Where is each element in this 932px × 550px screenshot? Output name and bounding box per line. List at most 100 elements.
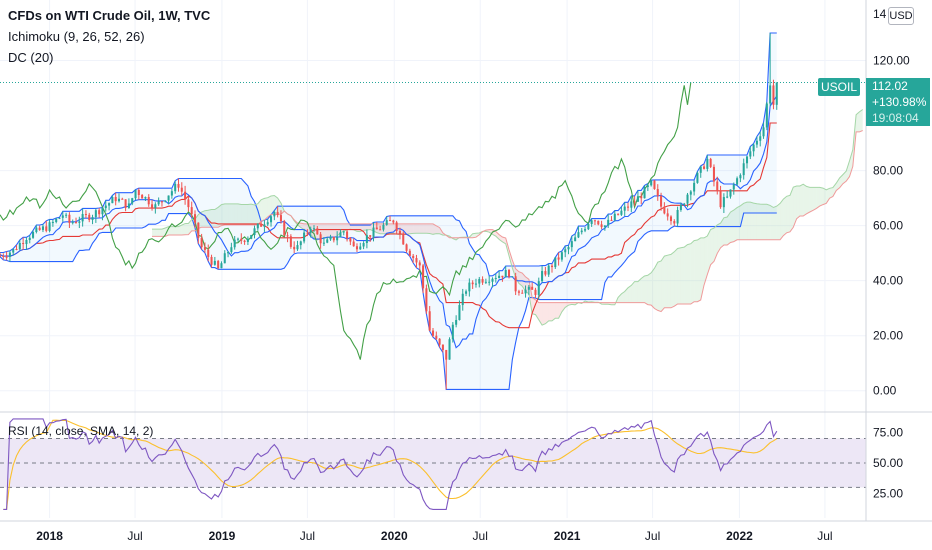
candle-body	[395, 222, 398, 231]
candle-body	[722, 197, 725, 208]
cloud-segment	[416, 223, 420, 234]
candle-body	[574, 237, 577, 242]
candle-body	[679, 204, 682, 210]
candle-body	[74, 222, 78, 224]
ichimoku-lines	[0, 82, 863, 360]
candle-body	[266, 222, 269, 225]
candle-body	[422, 265, 425, 289]
cloud-segment	[433, 223, 437, 235]
candle-body	[303, 232, 306, 242]
time-axis[interactable]: 2018 Jul 2019 Jul 2020 Jul 2021 Jul 2022 Jul	[36, 529, 832, 543]
candle-body	[200, 237, 203, 248]
candle-body	[660, 195, 663, 207]
candle-body	[650, 180, 653, 186]
candle-body	[253, 228, 256, 236]
cloud-segment	[796, 185, 800, 219]
cloud-segment	[495, 231, 500, 240]
candle-body	[339, 232, 342, 238]
rsi-background-band	[0, 437, 866, 488]
cloud-segment	[515, 268, 519, 284]
candle-body	[584, 229, 587, 231]
cloud-segment	[677, 247, 681, 305]
candle-body	[273, 211, 276, 217]
cloud-segment	[261, 198, 265, 222]
candle-body	[359, 246, 362, 250]
cloud-segment	[333, 223, 338, 238]
candle-body	[379, 229, 382, 231]
candle-body	[309, 228, 312, 233]
time-tick-label: Jul	[473, 529, 488, 543]
candle-body	[716, 181, 719, 191]
candle-body	[260, 223, 263, 227]
price-axis[interactable]: 120.00 80.00 60.00 40.00 20.00 0.00	[873, 54, 910, 398]
candle-body	[306, 232, 309, 234]
cloud-segment	[251, 204, 255, 225]
cloud-segment	[472, 233, 476, 238]
candle-body	[405, 244, 408, 251]
cloud-segment	[423, 223, 427, 234]
candle-body	[494, 278, 497, 280]
candle-body	[5, 256, 8, 258]
candle-body	[752, 144, 755, 152]
leading-span-a-line	[152, 109, 863, 326]
candle-body	[131, 198, 134, 204]
candle-body	[461, 293, 464, 306]
candle-body	[514, 276, 517, 292]
cloud-segment	[723, 216, 728, 245]
candle-body	[643, 186, 646, 199]
candle-body	[603, 225, 606, 228]
candle-body	[18, 242, 21, 250]
candle-body	[755, 140, 758, 145]
candle-body	[355, 246, 359, 250]
candle-body	[613, 213, 616, 221]
candle-body	[41, 226, 44, 230]
cloud-segment	[330, 223, 334, 238]
candle-body	[28, 237, 31, 240]
cloud-segment	[747, 202, 751, 240]
cloud-segment	[647, 272, 652, 306]
candle-body	[729, 189, 732, 197]
candle-body	[193, 214, 197, 223]
candle-body	[600, 224, 603, 228]
candle-body	[61, 215, 64, 218]
cloud-segment	[228, 203, 232, 225]
candle-body	[68, 214, 71, 223]
candle-body	[554, 257, 557, 268]
legend-rsi[interactable]: RSI (14, close, SMA, 14, 2)	[8, 424, 154, 438]
cloud-segment	[171, 226, 176, 236]
candle-body	[45, 226, 48, 231]
candle-body	[775, 82, 778, 105]
candle-body	[84, 214, 87, 216]
legend-ichimoku[interactable]: Ichimoku (9, 26, 52, 26)	[8, 29, 145, 44]
cloud-segment	[161, 228, 166, 237]
candle-body	[527, 286, 530, 290]
candle-body	[32, 231, 35, 238]
rsi-axis[interactable]: 75.00 50.00 25.00	[873, 425, 903, 500]
legend-donchian[interactable]: DC (20)	[8, 50, 54, 65]
candle-body	[124, 199, 127, 208]
candle-body	[633, 201, 636, 203]
chart-title[interactable]: CFDs on WTI Crude Oil, 1W, TVC	[8, 8, 211, 23]
candle-body	[8, 252, 11, 257]
candle-body	[299, 241, 302, 246]
candle-body	[98, 210, 101, 215]
candle-body	[392, 220, 395, 223]
candle-body	[332, 236, 335, 241]
candle-body	[111, 196, 114, 204]
candle-body	[134, 189, 137, 199]
candle-body	[121, 198, 124, 200]
cloud-segment	[717, 223, 721, 254]
candle-body	[736, 178, 739, 185]
cloud-segment	[224, 203, 229, 225]
candle-body	[342, 231, 345, 233]
candle-body	[293, 246, 296, 250]
cloud-segment	[806, 186, 810, 214]
candle-body	[12, 249, 15, 253]
candle-body	[15, 249, 18, 251]
donchian-lower-line	[0, 212, 777, 390]
currency-button[interactable]: USD	[888, 7, 914, 25]
price-tick-label: 80.00	[873, 164, 903, 178]
candle-body	[372, 227, 375, 237]
candle-body	[428, 311, 431, 331]
